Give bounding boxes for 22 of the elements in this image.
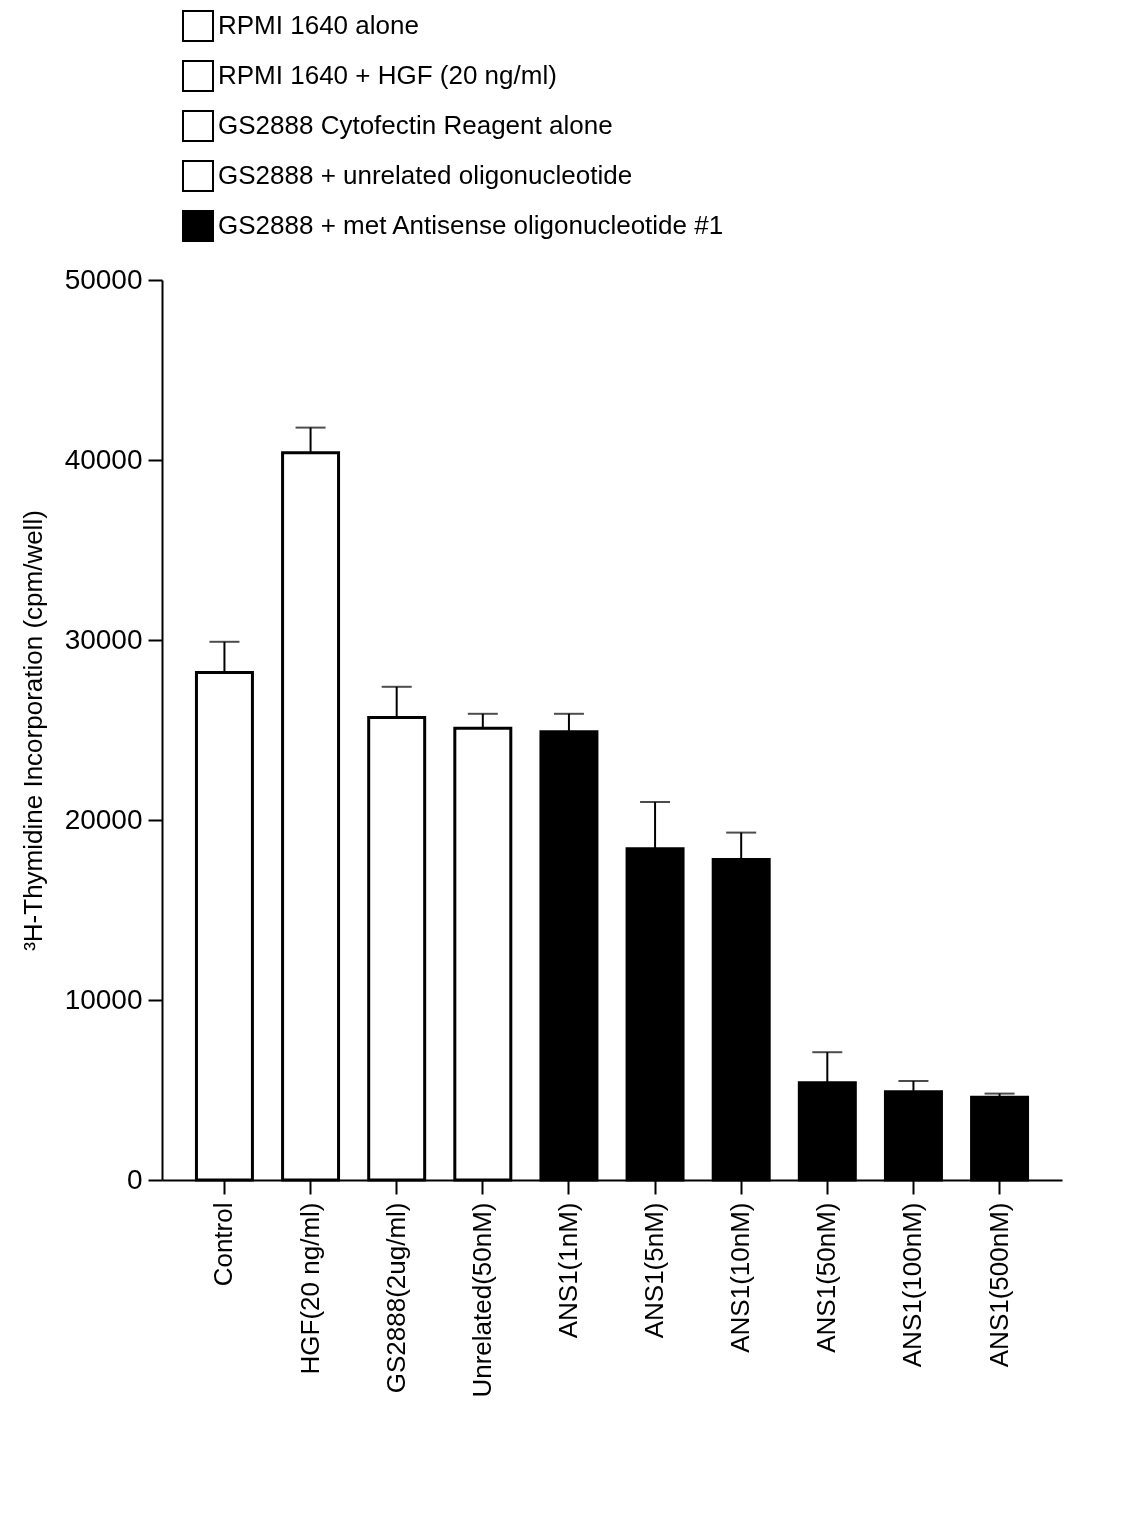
x-tick-label: ANS1(100nM) — [897, 1202, 928, 1368]
x-tick-label: ANS1(10nM) — [725, 1202, 756, 1353]
legend-label: GS2888 + met Antisense oligonucleotide #1 — [218, 210, 724, 240]
legend-label: GS2888 Cytofectin Reagent alone — [218, 110, 613, 140]
x-tick-label: GS2888(2ug/ml) — [380, 1202, 411, 1394]
x-tick-label: ANS1(1nM) — [552, 1202, 583, 1339]
y-tick-label: 0 — [126, 1163, 143, 1195]
y-tick-label: 10000 — [64, 983, 143, 1015]
legend-label: RPMI 1640 + HGF (20 ng/ml) — [218, 60, 557, 90]
x-tick-label: ANS1(5nM) — [639, 1202, 670, 1339]
x-tick-label: ANS1(50nM) — [811, 1202, 842, 1353]
x-tick-label: HGF(20 ng/ml) — [294, 1202, 325, 1375]
legend-label: RPMI 1640 alone — [218, 10, 419, 40]
y-tick-label: 30000 — [64, 623, 143, 655]
y-tick-label: 50000 — [64, 263, 143, 295]
x-tick-label: Control — [208, 1202, 239, 1287]
y-axis-title: ³H-Thymidine Incorporation (cpm/well) — [17, 510, 48, 951]
x-tick-label: Unrelated(50nM) — [466, 1202, 497, 1398]
x-tick-label: ANS1(500nM) — [983, 1202, 1014, 1368]
legend-label: GS2888 + unrelated oligonucleotide — [218, 160, 633, 190]
y-tick-label: 20000 — [64, 803, 143, 835]
y-tick-label: 40000 — [64, 443, 143, 475]
